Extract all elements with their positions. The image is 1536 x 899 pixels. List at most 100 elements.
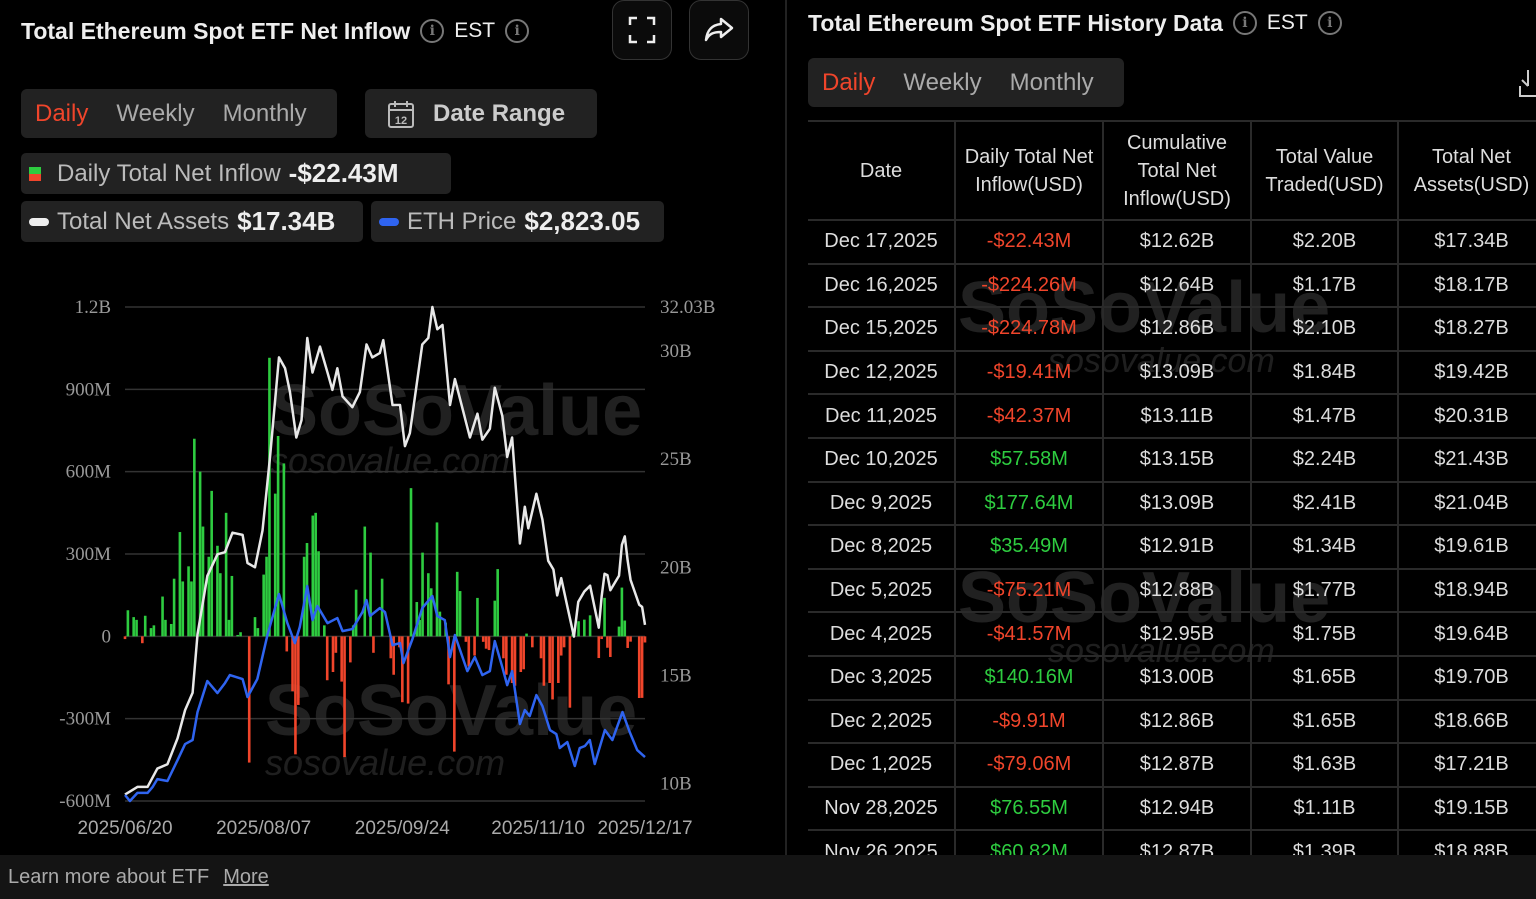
inflow-bar [476, 597, 479, 637]
daily-inflow-stat: Daily Total Net Inflow -$22.43M [21, 153, 451, 194]
inflow-bar [265, 556, 268, 637]
outflow-bar [568, 636, 572, 708]
table-cell: $2.24B [1251, 436, 1399, 482]
tab-weekly[interactable]: Weekly [903, 68, 982, 96]
outflow-bar [123, 636, 127, 640]
table-row[interactable]: Dec 11,2025 -$42.37M $13.11B $1.47B $20.31B [808, 393, 1536, 438]
inflow-bar [239, 632, 242, 637]
inflow-bar [273, 493, 277, 637]
outflow-bar [522, 636, 525, 670]
table-row[interactable]: Dec 10,2025 $57.58M $13.15B $2.24B $21.43B [808, 436, 1536, 482]
outflow-bar [637, 636, 641, 699]
eth-price-label: ETH Price [407, 207, 517, 235]
chart-title: Total Ethereum Spot ETF Net Inflow [21, 17, 411, 44]
table-row[interactable]: Dec 16,2025 -$224.26M $12.64B $1.17B $18.17B [808, 262, 1536, 308]
table-row[interactable]: Dec 1,2025 -$79.06M $12.87B $1.63B $17.21B [808, 742, 1536, 787]
fullscreen-button[interactable] [612, 0, 672, 60]
tab-daily[interactable]: Daily [35, 99, 89, 127]
outflow-bar [640, 636, 644, 698]
outflow-bar [626, 636, 629, 648]
table-cell: $13.09B [1103, 349, 1252, 395]
outflow-bar [562, 636, 566, 648]
x-axis-tick: 2025/08/07 [216, 818, 311, 839]
table-row[interactable]: Dec 2,2025 -$9.91M $12.86B $1.65B $18.66B [808, 698, 1536, 744]
svg-text:sosovalue.com: sosovalue.com [270, 440, 510, 481]
table-row[interactable]: Dec 9,2025 $177.64M $13.09B $2.41B $21.04B [808, 480, 1536, 526]
date-range-button[interactable]: 12 Date Range [365, 89, 597, 138]
inflow-bar [311, 515, 315, 637]
left-axis-tick: 900M [66, 379, 112, 400]
table-cell: $1.65B [1251, 698, 1399, 744]
table-row[interactable]: Dec 5,2025 -$75.21M $12.88B $1.77B $18.94B [808, 567, 1536, 613]
tab-monthly[interactable]: Monthly [222, 99, 307, 127]
table-cell: $1.39B [1251, 829, 1399, 855]
inflow-bar [193, 438, 196, 637]
table-cell: $1.34B [1251, 524, 1399, 569]
inflow-bar [418, 619, 421, 637]
eth-price-stat: ETH Price $2,823.05 [371, 201, 664, 242]
table-cell: $12.87B [1103, 742, 1252, 787]
table-row[interactable]: Dec 3,2025 $140.16M $13.00B $1.65B $19.70B [808, 654, 1536, 700]
inflow-bar [317, 551, 320, 637]
inflow-bar [178, 532, 182, 637]
outflow-bar [392, 636, 395, 675]
info-icon[interactable]: i [420, 19, 445, 43]
inflow-bar [323, 625, 326, 637]
more-link[interactable]: More [223, 865, 269, 888]
info-icon[interactable]: i [1232, 11, 1257, 35]
outflow-bar [340, 636, 343, 682]
inflow-bar [216, 545, 219, 637]
outflow-bar [551, 636, 554, 700]
tab-monthly[interactable]: Monthly [1009, 68, 1094, 96]
tab-weekly[interactable]: Weekly [116, 99, 195, 127]
inflow-bar [201, 526, 205, 637]
inflow-bar [190, 581, 193, 637]
inflow-bar [438, 611, 442, 637]
tab-daily[interactable]: Daily [822, 68, 876, 96]
inflow-bar [577, 621, 580, 637]
table-row[interactable]: Dec 8,2025 $35.49M $12.91B $1.34B $19.61B [808, 524, 1536, 569]
outflow-bar [297, 636, 300, 705]
inflow-bar [588, 615, 592, 637]
table-row[interactable]: Dec 12,2025 -$19.41M $13.09B $1.84B $19.42B [808, 349, 1536, 395]
table-row[interactable]: Nov 28,2025 $76.55M $12.94B $1.11B $19.15B [808, 785, 1536, 831]
info-icon[interactable]: i [1317, 11, 1342, 35]
table-cell: -$9.91M [955, 698, 1104, 744]
table-cell: $20.31B [1398, 393, 1536, 438]
outflow-bar [606, 636, 609, 648]
table-cell: Dec 8,2025 [808, 524, 956, 569]
inflow-bar [276, 435, 280, 637]
inflow-bar [268, 357, 271, 637]
table-cell: Nov 28,2025 [808, 785, 956, 831]
table-row[interactable]: Dec 15,2025 -$224.78M $12.86B $2.10B $18.27B [808, 306, 1536, 351]
left-axis-tick: 0 [102, 626, 112, 647]
left-period-tabs: Daily Weekly Monthly [21, 89, 337, 138]
table-cell: $19.42B [1398, 349, 1536, 395]
inflow-bar [169, 623, 173, 637]
info-icon[interactable]: i [505, 19, 530, 43]
table-row[interactable]: Nov 26,2025 $60.82M $12.87B $1.39B $18.88B [808, 829, 1536, 855]
table-cell: -$224.26M [955, 262, 1104, 308]
table-row[interactable]: Dec 17,2025 -$22.43M $12.62B $2.20B $17.34B [808, 219, 1536, 264]
x-axis-tick: 2025/11/10 [491, 818, 585, 839]
history-table-container[interactable]: SoSoValue sosovalue.com SoSoValue sosova… [808, 120, 1536, 855]
right-axis-tick: 30B [660, 341, 692, 362]
share-button[interactable] [689, 0, 749, 60]
calendar-icon: 12 [388, 100, 414, 128]
left-axis-tick: 600M [66, 462, 112, 483]
column-header: Cumulative Total Net Inflow(USD) [1103, 122, 1252, 220]
table-cell: $12.62B [1103, 219, 1252, 264]
svg-text:SoSoValue: SoSoValue [265, 671, 637, 751]
left-axis-tick: -300M [59, 709, 111, 730]
download-icon[interactable] [1518, 66, 1536, 98]
share-icon [704, 17, 734, 42]
inflow-bar [525, 633, 528, 637]
table-cell: $2.41B [1251, 480, 1399, 526]
table-row[interactable]: Dec 4,2025 -$41.57M $12.95B $1.75B $19.64B [808, 611, 1536, 656]
outflow-bar [406, 636, 410, 704]
outflow-bar [398, 636, 401, 648]
inflow-bar [143, 615, 147, 637]
table-cell: $19.70B [1398, 654, 1536, 700]
table-cell: $140.16M [955, 654, 1104, 700]
table-cell: Dec 17,2025 [808, 219, 956, 264]
